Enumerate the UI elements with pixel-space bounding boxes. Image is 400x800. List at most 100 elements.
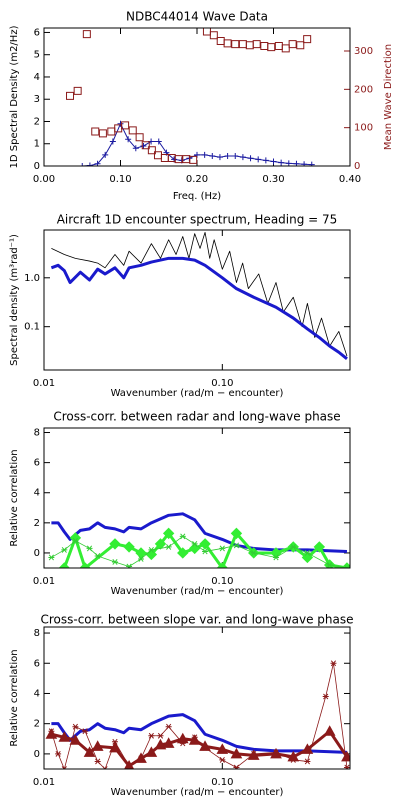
- marker: [61, 547, 68, 553]
- y-axis-label: Relative correlation: [9, 649, 20, 746]
- y-tick-label: 0: [34, 161, 40, 172]
- marker: [230, 747, 243, 759]
- marker: [128, 126, 137, 135]
- marker: [102, 151, 109, 158]
- y-tick-label: 4: [34, 72, 40, 83]
- y2-tick-label: 0: [354, 161, 360, 172]
- marker: [230, 527, 243, 540]
- marker: [323, 725, 336, 736]
- x-tick-label: 0.10: [211, 378, 233, 389]
- marker: [126, 763, 133, 769]
- marker: [202, 548, 209, 555]
- y-tick-label: 8: [34, 628, 40, 639]
- series-line: [51, 512, 348, 553]
- marker: [209, 31, 218, 40]
- marker: [304, 758, 311, 765]
- y-tick-label: 1.0: [24, 273, 40, 284]
- marker: [224, 152, 231, 159]
- marker: [179, 740, 186, 747]
- marker: [216, 154, 223, 161]
- x-tick-label: 0.01: [33, 576, 55, 587]
- marker: [262, 157, 269, 164]
- marker: [111, 559, 118, 565]
- x-tick-label: 0.20: [186, 174, 208, 185]
- marker: [330, 660, 337, 667]
- x-axis-label: Wavenumber (rad/m − encounter): [111, 586, 284, 597]
- marker: [91, 127, 100, 136]
- marker: [126, 563, 133, 568]
- y-tick-label: 0.1: [24, 322, 40, 333]
- marker: [102, 766, 109, 769]
- marker: [304, 550, 311, 556]
- x-axis-label: Freq. (Hz): [173, 191, 221, 202]
- y2-axis-label: Mean Wave Direction: [383, 44, 394, 150]
- chart-title: Cross-corr. between radar and long-wave …: [53, 410, 340, 424]
- y-tick-label: 6: [34, 27, 40, 38]
- marker: [148, 732, 155, 739]
- marker: [267, 43, 276, 52]
- marker: [58, 562, 71, 568]
- marker: [238, 40, 247, 49]
- y2-tick-label: 300: [354, 46, 373, 57]
- marker: [343, 565, 350, 568]
- marker: [250, 550, 257, 556]
- marker: [114, 124, 123, 133]
- marker: [48, 554, 55, 561]
- marker: [155, 138, 162, 145]
- marker: [202, 28, 211, 36]
- y-axis-label: Relative correlation: [9, 449, 20, 546]
- marker: [290, 544, 297, 550]
- marker: [147, 146, 156, 155]
- x-tick-label: 0.01: [33, 777, 55, 788]
- marker: [94, 553, 101, 559]
- x-tick-label: 0.30: [262, 174, 284, 185]
- plot-frame: [43, 27, 351, 167]
- marker: [174, 155, 183, 164]
- marker: [69, 532, 82, 544]
- y-tick-label: 0: [34, 749, 40, 760]
- marker: [301, 161, 308, 166]
- y-tick-label: 6: [34, 658, 40, 669]
- marker: [233, 542, 240, 549]
- x-tick-label: 0.01: [33, 378, 55, 389]
- marker: [326, 562, 333, 568]
- marker: [135, 547, 147, 559]
- y2-tick-label: 100: [354, 123, 373, 134]
- y-tick-label: 1: [34, 139, 40, 150]
- y-tick-label: 2: [34, 116, 40, 127]
- y-tick-label: 0: [34, 548, 40, 559]
- marker: [117, 120, 124, 127]
- marker: [191, 734, 198, 741]
- plot-area: [66, 28, 315, 166]
- marker: [157, 732, 164, 739]
- chart-title: NDBC44014 Wave Data: [126, 10, 268, 24]
- marker: [86, 545, 93, 552]
- marker: [58, 731, 71, 742]
- marker: [223, 39, 232, 48]
- marker: [219, 545, 226, 552]
- marker: [48, 728, 55, 735]
- marker: [125, 136, 132, 143]
- marker: [216, 37, 225, 46]
- y-axis-label: Spectral density (m³rad⁻¹): [9, 234, 20, 366]
- marker: [247, 155, 254, 162]
- marker: [132, 145, 139, 152]
- marker: [72, 723, 79, 730]
- marker: [250, 750, 257, 757]
- marker: [233, 764, 240, 769]
- marker: [179, 533, 186, 540]
- marker: [145, 746, 158, 757]
- marker: [55, 750, 62, 757]
- marker: [109, 138, 116, 145]
- y-tick-label: 4: [34, 688, 40, 699]
- marker: [239, 154, 246, 161]
- marker: [141, 141, 150, 150]
- marker: [273, 749, 280, 756]
- marker: [216, 562, 229, 568]
- marker: [274, 42, 283, 51]
- marker: [82, 30, 91, 39]
- marker: [303, 35, 312, 44]
- marker: [322, 693, 329, 700]
- x-axis-label: Wavenumber (rad/m − encounter): [111, 388, 284, 399]
- marker: [91, 740, 104, 751]
